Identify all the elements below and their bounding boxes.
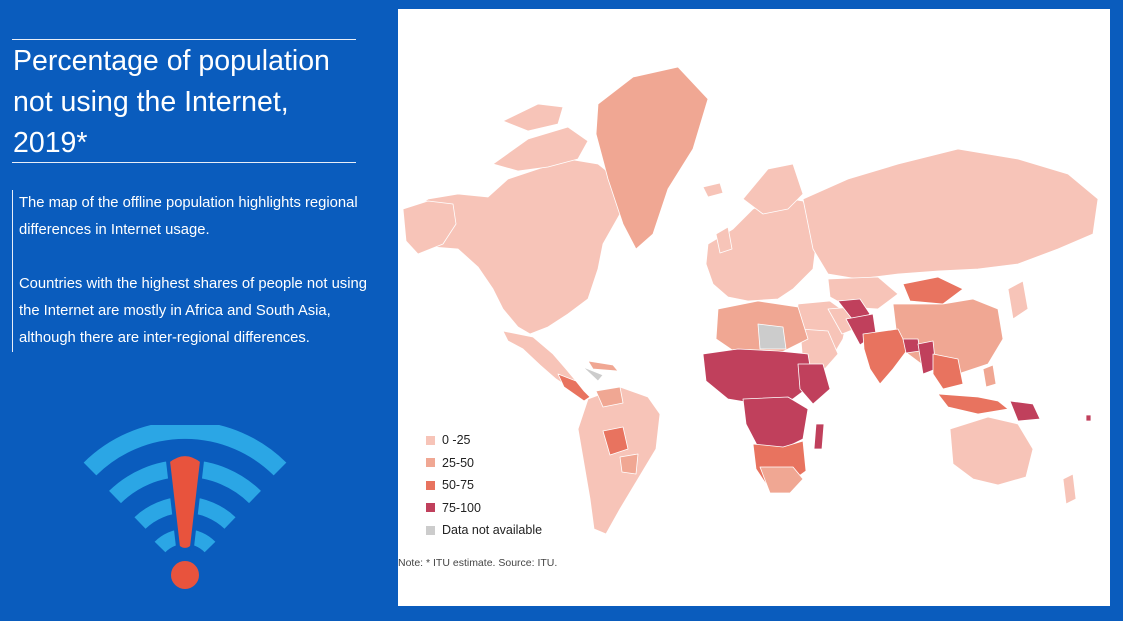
region-pacific-islands	[1085, 414, 1092, 422]
legend-swatch	[426, 503, 435, 513]
legend-item: 50-75	[426, 474, 542, 497]
title-top-rule	[12, 39, 356, 40]
map-legend: 0 -25 25-50 50-75 75-100 Data not availa…	[426, 429, 542, 542]
region-japan	[1007, 280, 1029, 320]
legend-label: 0 -25	[442, 433, 471, 448]
region-iceland	[702, 182, 724, 198]
region-south-africa	[759, 466, 804, 494]
alert-exclamation-bar	[165, 452, 205, 552]
region-cuba	[582, 366, 604, 382]
region-paraguay	[619, 453, 639, 475]
description-paragraph-2: Countries with the highest shares of peo…	[19, 276, 367, 346]
legend-label: 25-50	[442, 455, 474, 470]
region-venezuela	[595, 386, 624, 408]
region-india	[862, 328, 909, 385]
region-philippines	[982, 364, 997, 388]
region-arctic-islands	[492, 126, 589, 172]
source-note: Note: * ITU estimate. Source: ITU.	[398, 557, 558, 569]
region-arctic-islands-2	[502, 103, 564, 132]
region-alaska	[402, 200, 457, 255]
page-title: Percentage of population not using the I…	[13, 45, 330, 159]
wifi-arc-outer	[83, 425, 287, 476]
wifi-warning-icon	[83, 425, 287, 593]
legend-swatch	[426, 480, 435, 490]
region-madagascar	[813, 423, 825, 450]
region-africa-sahel	[702, 348, 814, 405]
region-libya	[757, 323, 787, 350]
region-greenland	[595, 66, 709, 250]
region-horn-of-africa	[797, 363, 831, 405]
region-central-america	[557, 373, 591, 402]
legend-item: Data not available	[426, 519, 542, 542]
legend-label: 75-100	[442, 500, 481, 515]
map-panel: 0 -25 25-50 50-75 75-100 Data not availa…	[398, 9, 1110, 606]
region-mongolia	[902, 276, 964, 305]
region-australia	[949, 416, 1034, 486]
region-central-africa	[742, 396, 809, 450]
region-bolivia	[602, 426, 629, 456]
region-scandinavia	[742, 163, 804, 215]
left-panel: Percentage of population not using the I…	[0, 0, 395, 621]
legend-item: 0 -25	[426, 429, 542, 452]
description-paragraph-1: The map of the offline population highli…	[19, 195, 358, 238]
legend-label: Data not available	[442, 523, 543, 538]
alert-exclamation-dot	[167, 557, 203, 593]
legend-label: 50-75	[442, 478, 474, 493]
region-png	[1009, 400, 1041, 422]
description: The map of the offline population highli…	[12, 190, 367, 352]
legend-item: 25-50	[426, 452, 542, 475]
region-indonesia	[937, 393, 1009, 415]
legend-swatch	[426, 458, 435, 468]
legend-swatch	[426, 525, 435, 535]
region-russia	[802, 148, 1099, 280]
legend-item: 75-100	[426, 497, 542, 520]
title-bottom-rule	[12, 162, 356, 163]
legend-swatch	[426, 435, 435, 445]
region-bangladesh	[902, 338, 921, 354]
region-caribbean	[587, 360, 619, 372]
region-south-america	[577, 386, 661, 535]
world-map	[402, 66, 1099, 535]
region-uk	[715, 226, 733, 254]
region-new-zealand	[1062, 473, 1077, 505]
region-southeast-asia	[932, 353, 964, 390]
region-north-america	[407, 158, 624, 335]
